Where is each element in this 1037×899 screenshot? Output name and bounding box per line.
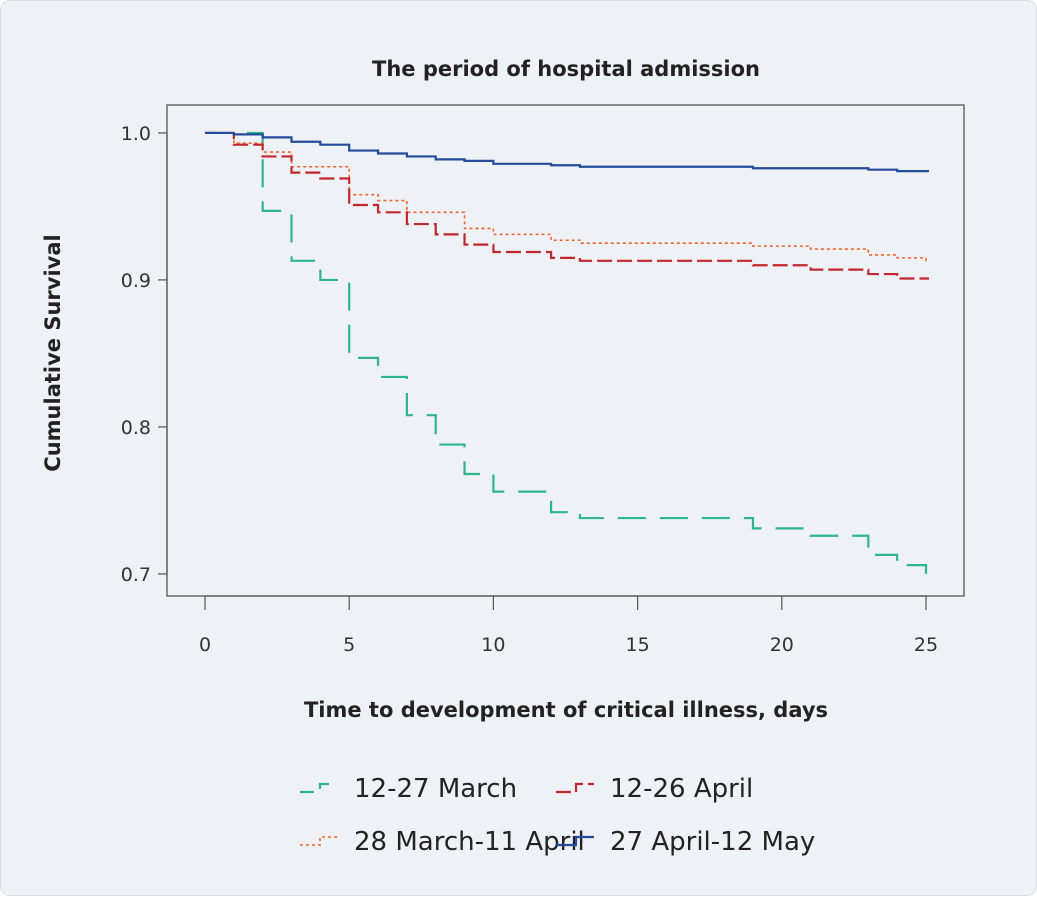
series-line-27-april-12-may	[205, 131, 929, 173]
legend-label-27-april-12-may: 27 April-12 May	[610, 827, 815, 857]
series-line-28-march-11-april	[205, 132, 929, 262]
y-axis-title: Cumulative Survival	[41, 234, 65, 471]
y-tick-label: 1.0	[121, 123, 151, 145]
y-axis: 0.7 0.8 0.9 1.0	[121, 123, 168, 586]
y-tick-label: 0.8	[121, 417, 151, 439]
y-tick-label: 0.9	[121, 270, 151, 292]
plot-frame	[166, 104, 965, 597]
series-line-12-27-march	[205, 131, 929, 577]
x-axis-title: Time to development of critical illness,…	[304, 698, 828, 722]
legend-label-12-26-april: 12-26 April	[610, 774, 753, 804]
legend-swatch-27-april-12-may	[556, 835, 594, 847]
x-tick-label: 0	[199, 634, 211, 656]
legend-label-12-27-march: 12-27 March	[354, 774, 517, 804]
legend-label-28-march-11-april: 28 March-11 April	[354, 827, 585, 857]
legend: 12-27 March 12-26 April 28 March-11 April 2…	[300, 774, 815, 857]
x-tick-label: 5	[343, 634, 355, 656]
y-tick-label: 0.7	[121, 564, 151, 586]
series-line-12-26-april	[205, 131, 929, 280]
x-tick-label: 20	[770, 634, 794, 656]
x-tick-label: 10	[481, 634, 505, 656]
x-tick-label: 15	[626, 634, 650, 656]
survival-curves	[205, 131, 929, 577]
legend-swatch-12-27-march	[300, 782, 338, 794]
x-axis: 0 5 10 15 20 25	[199, 595, 938, 656]
x-tick-label: 25	[914, 634, 938, 656]
legend-swatch-28-march-11-april	[300, 836, 338, 846]
legend-swatch-12-26-april	[556, 782, 594, 794]
chart-title: The period of hospital admission	[372, 57, 760, 81]
